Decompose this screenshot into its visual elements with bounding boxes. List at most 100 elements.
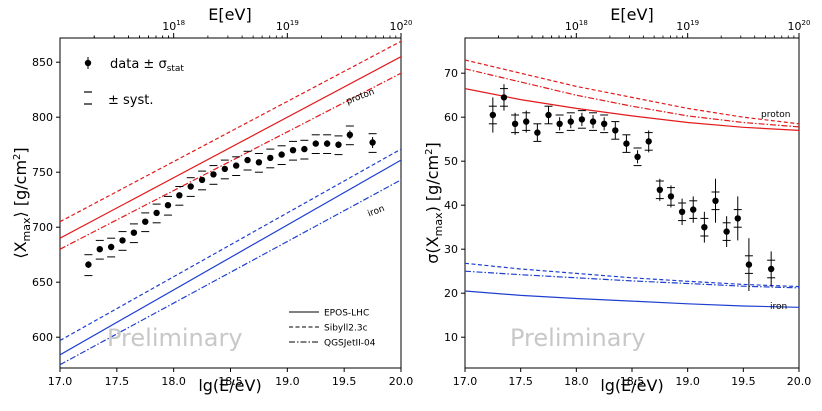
x-axis-label: lg(E/eV) [600,376,663,395]
data-point [142,218,149,225]
y-tick-label: 20 [444,287,458,300]
data-point [130,229,138,236]
top-axis-label: E[eV] [208,5,251,24]
data-point [634,153,641,160]
y-tick-label: 700 [32,221,53,234]
data-point [278,151,285,158]
iron-curve-qgsjetii-04 [60,179,401,366]
y-tick-label: 30 [444,243,458,256]
top-tick-label: 1020 [390,19,413,33]
x-tick-label: 20.0 [389,375,414,388]
data-point [96,246,103,253]
data-point [267,154,274,162]
data-point [534,129,541,136]
data-point [198,176,206,184]
data-point [255,159,263,166]
data-point [323,140,331,147]
proton-label: proton [345,87,376,107]
data-point [312,140,319,147]
plot-frame [59,37,402,369]
model-legend-label: QGSJetII-04 [324,339,376,349]
data-point [289,147,297,154]
data-point [301,145,308,153]
data-point [346,131,354,138]
y-tick-label: 600 [32,331,53,344]
y-tick-label: 750 [32,166,53,179]
y-tick-label: 800 [32,111,53,124]
proton-curve-sibyll2.3c [60,40,401,223]
data-point [176,192,183,199]
iron-label: iron [770,302,787,312]
top-tick-label: 1018 [162,19,185,33]
panel-sigma-xmax: 17.0 17.5 18.0 18.5 19.0 19.5 20.0102030405060… [423,5,811,395]
data-point [244,156,251,164]
x-tick-label: 19.5 [731,375,756,388]
data-point [119,237,126,244]
data-point [85,261,92,268]
data-point [745,261,753,268]
x-tick-label: 18.0 [161,375,186,388]
top-tick-label: 1018 [565,19,588,33]
y-tick-label: 850 [32,56,53,69]
data-point [523,118,530,125]
data-point [767,265,775,273]
data-point [567,118,574,125]
x-tick-label: 18.0 [564,375,589,388]
data-point [545,111,552,119]
data-point [164,202,172,209]
data-point [656,186,664,193]
data-point [187,183,194,190]
data-point [690,206,697,213]
iron-label: iron [366,204,386,220]
data-point [107,243,115,251]
data-point [701,224,708,231]
iron-curve-epos-lhc [465,290,799,308]
data-point [645,138,652,145]
proton-curve-sibyll2.3c [465,59,799,125]
y-tick-label: 10 [444,331,458,344]
data-point [723,228,730,235]
top-axis-label: E[eV] [610,5,653,24]
x-tick-label: 18.5 [218,375,243,388]
data-point [578,116,586,123]
data-point [369,139,376,146]
iron-curve-epos-lhc [60,159,401,356]
iron-curve-sibyll2.3c [465,262,799,288]
x-tick-label: 17.5 [105,375,130,388]
panel-mean-xmax: 17.0 17.5 18.0 18.5 19.0 19.5 20.0 600 650 700 750… [11,5,413,395]
x-tick-label: 20.0 [787,375,812,388]
y-axis-label: σ(Xmax) [g/cm2] [423,142,445,263]
preliminary-watermark: Preliminary [510,324,646,352]
data-point [153,209,160,217]
data-point [511,120,519,128]
y-axis-label: ⟨Xmax⟩ [g/cm2] [11,147,33,258]
x-tick-label: 17.0 [453,375,478,388]
x-tick-label: 19.0 [275,375,300,388]
y-tick-label: 50 [444,155,458,168]
plot-frame [464,37,800,369]
proton-label: proton [761,110,790,120]
iron-curve-sibyll2.3c [60,148,401,342]
data-point [556,120,563,128]
top-tick-label: 1019 [276,19,299,33]
data-point [489,111,497,119]
model-legend: EPOS-LHC Sibyll2.3c QGSJetII-04 [289,309,376,349]
legend-syst-label: ± syst. [108,93,154,108]
legend-marker [84,59,92,67]
data-point [623,140,630,147]
data-point [712,197,719,204]
data-point [232,162,240,169]
x-tick-label: 18.5 [620,375,645,388]
data-point [221,165,229,173]
data-point [500,94,508,101]
data-point [210,171,217,178]
data-point [667,193,675,200]
y-tick-label: 40 [444,199,458,212]
data-legend: data ± σstat ± syst. [84,57,184,108]
proton-curve-epos-lhc [60,56,401,239]
x-tick-label: 19.5 [332,375,357,388]
y-tick-label: 650 [32,276,53,289]
x-tick-label: 17.5 [508,375,533,388]
proton-curve-epos-lhc [465,88,799,131]
iron-curve-qgsjetii-04 [465,270,799,289]
